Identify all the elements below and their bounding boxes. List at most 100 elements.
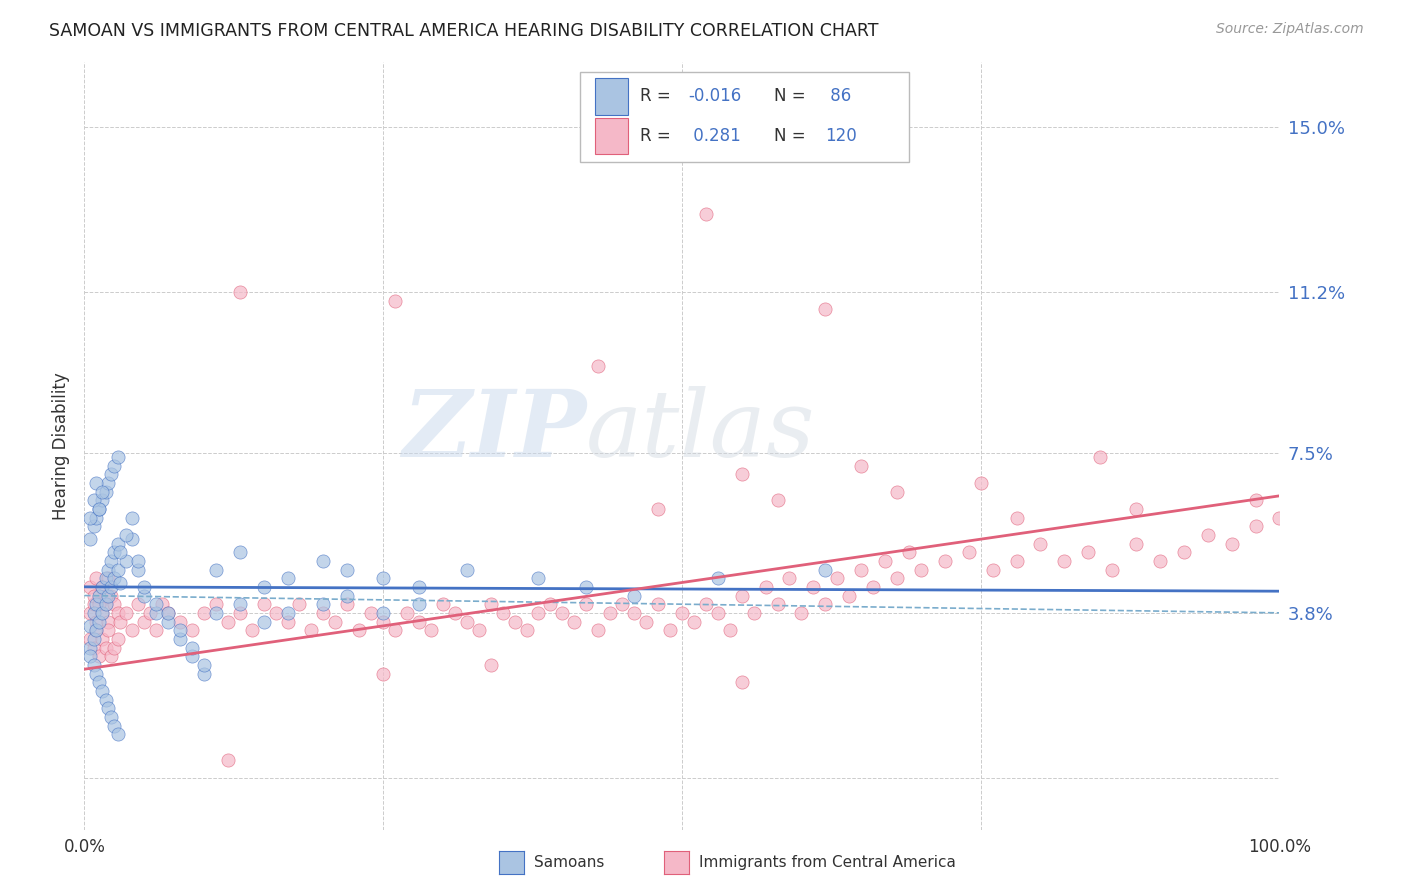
Point — [360, 606, 382, 620]
Point — [132, 580, 156, 594]
Point — [1053, 554, 1076, 568]
Point — [86, 615, 108, 629]
Point — [79, 649, 101, 664]
Point — [731, 589, 754, 603]
Point — [91, 580, 114, 594]
Point — [695, 597, 717, 611]
Point — [110, 615, 132, 629]
Point — [83, 657, 105, 672]
Point — [851, 458, 873, 473]
Point — [107, 450, 129, 464]
Point — [86, 623, 108, 637]
Point — [312, 554, 335, 568]
Point — [886, 484, 908, 499]
Point — [432, 597, 454, 611]
Point — [647, 501, 669, 516]
Point — [981, 562, 1004, 576]
Point — [1125, 501, 1147, 516]
Point — [564, 615, 586, 629]
Point — [115, 528, 138, 542]
Point — [1090, 450, 1112, 464]
Point — [79, 619, 101, 633]
Point — [373, 606, 395, 620]
Point — [838, 589, 860, 603]
Point — [456, 615, 478, 629]
Point — [575, 580, 598, 594]
Point — [127, 554, 149, 568]
Point — [157, 606, 180, 620]
Point — [1101, 562, 1123, 576]
Point — [408, 597, 430, 611]
Point — [79, 606, 101, 620]
Point — [87, 501, 110, 516]
Point — [479, 657, 502, 672]
Point — [91, 632, 114, 646]
Text: atlas: atlas — [586, 385, 815, 475]
FancyBboxPatch shape — [581, 71, 910, 162]
Point — [107, 727, 129, 741]
Text: Immigrants from Central America: Immigrants from Central America — [699, 855, 956, 870]
Point — [503, 615, 526, 629]
Point — [91, 580, 114, 594]
Point — [145, 597, 167, 611]
Point — [86, 510, 108, 524]
Point — [444, 606, 467, 620]
Point — [288, 597, 311, 611]
Point — [103, 718, 125, 732]
Point — [94, 597, 117, 611]
Point — [229, 606, 252, 620]
Point — [1220, 536, 1243, 550]
Point — [107, 606, 129, 620]
Point — [1197, 528, 1219, 542]
Point — [1173, 545, 1195, 559]
Point — [83, 519, 105, 533]
Text: R =: R = — [640, 87, 676, 105]
Point — [115, 606, 138, 620]
Point — [127, 562, 149, 576]
Point — [157, 615, 180, 629]
Point — [91, 684, 114, 698]
Point — [100, 589, 122, 603]
Point — [205, 597, 228, 611]
Point — [229, 285, 252, 300]
Point — [97, 562, 120, 576]
Point — [277, 571, 299, 585]
Point — [100, 649, 122, 664]
Point — [169, 632, 191, 646]
Point — [264, 606, 287, 620]
Point — [408, 580, 430, 594]
Point — [910, 562, 932, 576]
Point — [468, 623, 491, 637]
Point — [1005, 510, 1028, 524]
Point — [110, 575, 132, 590]
Point — [312, 606, 335, 620]
Point — [103, 545, 125, 559]
Point — [301, 623, 323, 637]
Text: R =: R = — [640, 127, 676, 145]
Point — [325, 615, 347, 629]
Point — [91, 606, 114, 620]
Point — [79, 510, 101, 524]
Point — [103, 640, 125, 655]
Point — [79, 632, 101, 646]
Point — [766, 597, 789, 611]
Point — [94, 640, 117, 655]
Point — [86, 597, 108, 611]
Point — [1077, 545, 1099, 559]
Point — [97, 701, 120, 715]
Point — [1268, 510, 1291, 524]
Point — [516, 623, 538, 637]
Text: Source: ZipAtlas.com: Source: ZipAtlas.com — [1216, 22, 1364, 37]
Point — [588, 623, 610, 637]
Point — [103, 458, 125, 473]
Point — [83, 589, 105, 603]
Point — [193, 606, 215, 620]
Point — [205, 562, 228, 576]
Point — [94, 692, 117, 706]
Point — [886, 571, 908, 585]
Point — [1244, 493, 1267, 508]
Point — [100, 467, 122, 482]
Point — [934, 554, 956, 568]
Point — [349, 623, 371, 637]
Point — [814, 302, 837, 317]
